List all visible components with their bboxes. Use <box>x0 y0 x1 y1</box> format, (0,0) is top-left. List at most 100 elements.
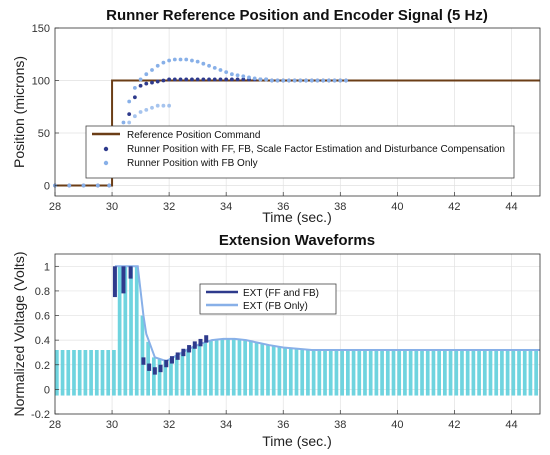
extension-pulse-bar <box>271 346 276 396</box>
extension-pulse-bar <box>385 350 390 396</box>
fb-only-position-dot <box>287 78 291 83</box>
ext-ff-fb-pulse <box>147 363 152 371</box>
fb-only-position-dot <box>95 183 100 188</box>
fb-only-position-dot <box>298 78 303 83</box>
fb-only-lower-dot <box>167 103 172 108</box>
extension-pulse-bar <box>140 315 145 396</box>
extension-pulse-bar <box>397 350 402 396</box>
fb-only-position-dot <box>252 76 257 81</box>
fb-only-position-dot <box>150 68 154 72</box>
ext-ff-fb-pulse <box>192 341 197 349</box>
top-xtick-label: 40 <box>391 201 403 213</box>
extension-pulse-bar <box>94 350 99 396</box>
legend-label-ff-fb: Runner Position with FF, FB, Scale Facto… <box>127 144 505 155</box>
ff-fb-position-dot <box>150 80 154 85</box>
extension-pulse-bar <box>346 350 350 396</box>
bottom-xtick-label: 38 <box>334 419 346 431</box>
bottom-ticks: 28 30 32 34 36 38 40 42 44 -0.2 0 0.2 0.4 0.6 0.8 1 <box>31 261 518 431</box>
bottom-xtick-label: 30 <box>106 419 118 431</box>
extension-pulse-bar <box>288 348 293 396</box>
extension-pulse-bar <box>283 347 287 396</box>
ff-fb-position-dot <box>201 77 206 82</box>
fb-only-position-dot <box>224 70 229 74</box>
extension-pulse-bar <box>477 350 481 396</box>
ff-fb-position-dot <box>172 77 177 82</box>
extension-pulse-bar <box>403 350 407 396</box>
fb-only-lower-dot <box>127 120 132 125</box>
extension-pulse-bar <box>77 350 82 396</box>
ff-fb-position-dot <box>138 83 143 88</box>
extension-pulse-bar <box>214 339 219 396</box>
fb-only-position-dot <box>190 58 194 63</box>
extension-pulse-bar <box>328 350 333 396</box>
ff-fb-position-dot <box>178 77 183 82</box>
extension-pulse-bar <box>220 338 225 396</box>
bottom-chart-title: Extension Waveforms <box>219 232 375 249</box>
extension-pulse-bar <box>465 350 470 396</box>
extension-pulse-bar <box>420 350 424 396</box>
extension-pulse-bar <box>454 350 459 396</box>
ff-fb-position-dot <box>144 81 149 86</box>
extension-pulse-bar <box>414 350 419 396</box>
top-y-axis-label: Position (microns) <box>11 56 27 168</box>
top-chart-title: Runner Reference Position and Encoder Si… <box>106 7 488 24</box>
fb-only-position-dot <box>121 120 126 125</box>
bottom-xtick-label: 44 <box>505 419 517 431</box>
fb-only-position-dot <box>218 68 223 72</box>
ext-ff-fb-pulse <box>112 266 117 298</box>
extension-pulse-bar <box>500 350 504 396</box>
top-ytick-label: 50 <box>38 128 50 140</box>
extension-pulse-bar <box>277 347 282 396</box>
bottom-chart: 28 30 32 34 36 38 40 42 44 -0.2 0 0.2 0.4 0.6 0.8 1 Ext… <box>11 232 541 449</box>
fb-only-position-dot <box>184 57 189 62</box>
extension-pulse-bar <box>231 338 236 396</box>
fb-only-position-dot <box>201 61 206 66</box>
extension-pulse-bar <box>89 350 93 396</box>
legend-swatch-fb-only <box>103 160 109 166</box>
bottom-ytick-label: -0.2 <box>31 409 50 421</box>
ff-fb-position-dot <box>132 95 137 100</box>
bottom-legend: EXT (FF and FB) EXT (FB Only) <box>199 283 337 315</box>
fb-only-position-dot <box>332 78 337 83</box>
extension-pulse-bar <box>163 361 168 396</box>
extension-pulse-bar <box>425 350 430 396</box>
top-ytick-label: 150 <box>32 23 50 35</box>
extension-pulse-bar <box>197 343 202 396</box>
fb-only-position-dot <box>229 72 234 77</box>
extension-pulse-bar <box>323 350 327 396</box>
fb-only-position-dot <box>321 78 326 83</box>
extension-pulse-bar <box>237 339 242 396</box>
extension-pulse-bar <box>534 350 539 396</box>
ext-ff-fb-pulse <box>198 338 203 347</box>
bottom-ytick-label: 0.6 <box>35 311 50 323</box>
fb-only-position-dot <box>292 78 297 83</box>
extension-pulse-bar <box>180 351 185 396</box>
extension-pulse-bar <box>460 350 464 396</box>
top-xtick-label: 28 <box>49 201 61 213</box>
top-legend-box <box>85 125 515 179</box>
fb-only-position-dot <box>281 78 286 83</box>
bottom-ytick-label: 0.4 <box>35 335 50 347</box>
extension-pulse-bar <box>72 350 76 396</box>
ff-fb-position-dot <box>212 77 217 82</box>
extension-pulse-bar <box>169 358 173 396</box>
bottom-xtick-label: 40 <box>391 419 403 431</box>
extension-pulse-bar <box>494 350 499 396</box>
extension-pulse-bar <box>334 350 339 396</box>
extension-pulse-bar <box>517 350 521 396</box>
bottom-ytick-label: 0 <box>44 384 50 396</box>
fb-only-position-dot <box>107 183 112 188</box>
extension-pulse-bar <box>408 350 413 396</box>
extension-pulse-bar <box>363 350 367 396</box>
fb-only-position-dot <box>207 63 211 68</box>
top-xtick-label: 38 <box>334 201 346 213</box>
extension-pulse-bar <box>112 350 116 396</box>
extension-pulse-bar <box>300 349 305 396</box>
ext-ff-fb-pulse <box>152 367 157 375</box>
extension-pulse-bar <box>317 350 322 396</box>
fb-only-position-dot <box>67 183 72 188</box>
fb-only-position-dot <box>178 57 183 62</box>
legend-label-ext-ff-fb: EXT (FF and FB) <box>243 288 319 299</box>
ff-fb-position-dot <box>161 78 166 83</box>
